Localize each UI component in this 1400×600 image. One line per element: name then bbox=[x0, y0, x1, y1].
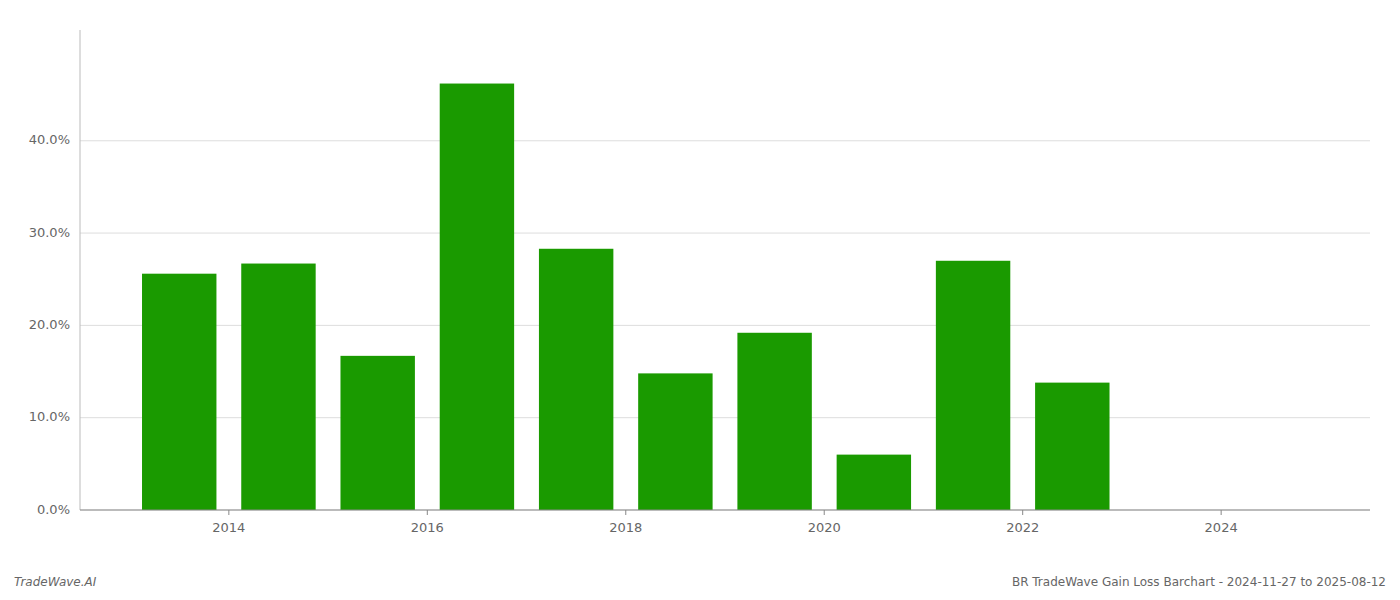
y-axis: 0.0% 10.0% 20.0% 30.0% 40.0% bbox=[29, 30, 80, 517]
x-tick-label: 2024 bbox=[1205, 520, 1238, 535]
bar bbox=[737, 333, 811, 510]
bar bbox=[638, 373, 712, 510]
x-axis-line bbox=[80, 510, 1370, 511]
bar bbox=[440, 84, 514, 510]
footer-right: BR TradeWave Gain Loss Barchart - 2024-1… bbox=[1012, 575, 1386, 589]
footer: TradeWave.AI BR TradeWave Gain Loss Barch… bbox=[14, 575, 1386, 589]
y-tick-label: 20.0% bbox=[29, 317, 70, 332]
chart-svg: 0.0% 10.0% 20.0% 30.0% 40.0% 2014 2016 2018 2020… bbox=[0, 0, 1400, 600]
grid-line bbox=[80, 233, 1370, 234]
x-tick-label: 2014 bbox=[212, 520, 245, 535]
x-tick bbox=[824, 510, 825, 515]
x-tick-label: 2020 bbox=[808, 520, 841, 535]
x-tick bbox=[228, 510, 229, 515]
grid-line bbox=[80, 510, 1370, 511]
x-tick bbox=[625, 510, 626, 515]
footer-left: TradeWave.AI bbox=[14, 575, 97, 589]
x-tick bbox=[1221, 510, 1222, 515]
x-tick-label: 2018 bbox=[609, 520, 642, 535]
bar bbox=[1035, 383, 1109, 510]
bar bbox=[142, 274, 216, 510]
x-tick bbox=[1022, 510, 1023, 515]
bar bbox=[539, 249, 613, 510]
y-axis-line bbox=[80, 30, 81, 510]
grid-line bbox=[80, 140, 1370, 141]
bar bbox=[241, 264, 315, 510]
bar bbox=[837, 455, 911, 510]
x-axis: 2014 2016 2018 2020 2022 2024 bbox=[80, 510, 1370, 535]
x-tick-label: 2016 bbox=[411, 520, 444, 535]
bar bbox=[340, 356, 414, 510]
y-tick-label: 10.0% bbox=[29, 409, 70, 424]
bar bbox=[936, 261, 1010, 510]
y-tick-label: 0.0% bbox=[37, 502, 70, 517]
bars bbox=[142, 84, 1110, 510]
x-tick bbox=[427, 510, 428, 515]
background bbox=[0, 0, 1400, 600]
x-tick-label: 2022 bbox=[1006, 520, 1039, 535]
y-tick-label: 40.0% bbox=[29, 132, 70, 147]
y-grid bbox=[80, 141, 1370, 510]
chart-container: 0.0% 10.0% 20.0% 30.0% 40.0% 2014 2016 2018 2020… bbox=[0, 0, 1400, 600]
y-tick-label: 30.0% bbox=[29, 225, 70, 240]
